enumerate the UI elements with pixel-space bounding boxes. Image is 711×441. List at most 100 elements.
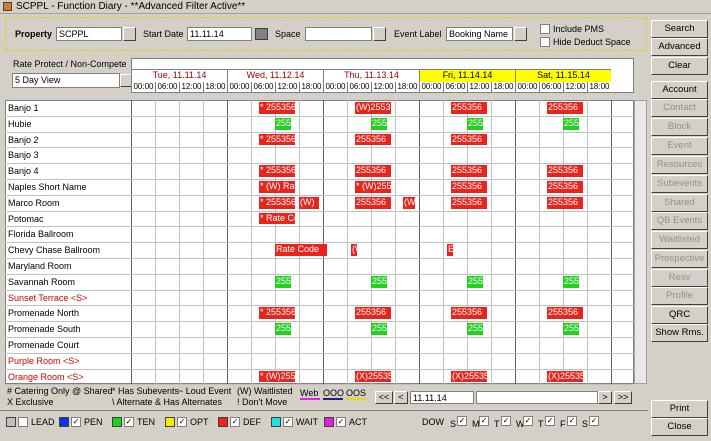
side-button[interactable]: Search: [651, 20, 708, 38]
event-block[interactable]: 255356: [451, 102, 487, 114]
event-block[interactable]: * (W)255356: [355, 181, 391, 193]
event-block[interactable]: 255: [275, 323, 291, 335]
event-block[interactable]: 255356: [451, 307, 487, 320]
grid-row-line: [5, 242, 634, 244]
dow-checkbox[interactable]: ✓: [523, 416, 533, 426]
checkbox[interactable]: [540, 24, 550, 34]
event-block[interactable]: Rate Code: [275, 244, 327, 256]
event-block[interactable]: * Rate Code: [259, 212, 295, 225]
side-button[interactable]: QRC: [651, 306, 708, 324]
event-label-field[interactable]: Booking Name: [446, 27, 513, 41]
time-label: 12:00: [179, 82, 203, 93]
event-block[interactable]: (X)255356: [547, 370, 583, 383]
event-block[interactable]: * 255356: [259, 165, 295, 177]
vertical-scrollbar[interactable]: [634, 100, 647, 385]
event-block[interactable]: 255: [275, 275, 291, 288]
dow-checkbox[interactable]: ✓: [567, 416, 577, 426]
dropdown-btn[interactable]: [123, 27, 136, 41]
event-block[interactable]: 255356: [451, 165, 487, 177]
room-name: Hubie: [8, 118, 32, 129]
legend-text: ~ Loud Event: [178, 386, 232, 396]
status-checkbox[interactable]: ✓: [283, 417, 293, 427]
dropdown-btn[interactable]: [514, 27, 527, 41]
status-checkbox[interactable]: ✓: [124, 417, 134, 427]
event-block[interactable]: 255: [275, 117, 291, 130]
event-block[interactable]: 255356: [355, 133, 391, 146]
event-block[interactable]: 255: [467, 117, 483, 130]
dow-checkbox[interactable]: ✓: [589, 416, 599, 426]
event-block[interactable]: 255356: [451, 133, 487, 146]
dow-checkbox[interactable]: ✓: [457, 416, 467, 426]
event-block[interactable]: 255: [563, 275, 579, 288]
start-date-field[interactable]: 11.11.14: [187, 27, 252, 41]
nav-prev[interactable]: <: [394, 391, 408, 404]
status-checkbox[interactable]: ✓: [177, 417, 187, 427]
legend-text: \ Alternate & Has Alternates: [112, 397, 223, 407]
space-field[interactable]: [305, 27, 372, 41]
side-button: Event: [651, 137, 708, 155]
event-block[interactable]: (W)255356: [355, 102, 391, 114]
dow-checkbox[interactable]: ✓: [545, 416, 555, 426]
side-button[interactable]: Show Rms.: [651, 324, 708, 342]
event-block[interactable]: (W): [351, 244, 357, 256]
event-block[interactable]: 255356: [451, 196, 487, 209]
status-checkbox[interactable]: ✓: [71, 417, 81, 427]
property-field[interactable]: SCPPL: [56, 27, 122, 41]
event-block[interactable]: 255: [371, 275, 387, 288]
time-label: 18:00: [203, 82, 227, 93]
side-button[interactable]: Close: [651, 418, 708, 436]
event-block[interactable]: * 255356: [259, 196, 295, 209]
event-block[interactable]: * (W)255356: [259, 370, 295, 383]
event-block[interactable]: 255: [371, 117, 387, 130]
event-block[interactable]: 255: [563, 323, 579, 335]
event-block[interactable]: E: [447, 244, 453, 256]
event-block[interactable]: * (W) Rate: [259, 181, 295, 193]
side-button[interactable]: Advanced: [651, 38, 708, 56]
side-button: Prospective: [651, 250, 708, 268]
grid-row-line: [5, 368, 634, 370]
side-button[interactable]: Account: [651, 81, 708, 99]
nav-slider[interactable]: [476, 391, 598, 404]
event-block[interactable]: 255356: [355, 307, 391, 320]
event-block[interactable]: * 255356: [259, 307, 295, 320]
status-label: PEN: [84, 417, 103, 427]
status-checkbox[interactable]: ✓: [336, 417, 346, 427]
nav-next[interactable]: >: [598, 391, 612, 404]
event-block[interactable]: 255356: [547, 165, 583, 177]
event-block[interactable]: (X)255356: [451, 370, 487, 383]
event-block[interactable]: 255: [467, 323, 483, 335]
event-block[interactable]: 255: [371, 323, 387, 335]
room-name: Marco Room: [8, 197, 60, 208]
event-block[interactable]: 255356: [547, 196, 583, 209]
nav-first[interactable]: <<: [375, 391, 393, 404]
dow-day: W: [516, 419, 525, 429]
event-block[interactable]: * 255356: [259, 133, 295, 146]
event-block[interactable]: 255356: [355, 196, 391, 209]
event-block[interactable]: 255356: [547, 102, 583, 114]
dropdown-btn[interactable]: [373, 27, 386, 41]
event-block[interactable]: 255: [467, 275, 483, 288]
side-button[interactable]: Print: [651, 400, 708, 418]
event-block[interactable]: 255356: [355, 165, 391, 177]
event-block[interactable]: 255: [563, 117, 579, 130]
event-block[interactable]: (W): [403, 196, 415, 209]
dow-checkbox[interactable]: ✓: [501, 416, 511, 426]
room-name: Maryland Room: [8, 261, 72, 271]
side-button[interactable]: Clear: [651, 57, 708, 75]
nav-date[interactable]: 11.11.14: [410, 391, 474, 404]
checkbox[interactable]: [540, 37, 550, 47]
event-block[interactable]: 255356: [451, 181, 487, 193]
time-label: 00:00: [131, 82, 155, 93]
nav-last[interactable]: >>: [614, 391, 632, 404]
calendar-btn[interactable]: [255, 28, 268, 40]
event-block[interactable]: * 255356: [259, 102, 295, 114]
status-checkbox[interactable]: [18, 417, 28, 427]
dow-label: DOW: [422, 417, 444, 427]
event-block[interactable]: (W): [299, 196, 319, 209]
view-field[interactable]: 5 Day View: [12, 73, 120, 88]
dow-checkbox[interactable]: ✓: [479, 416, 489, 426]
event-block[interactable]: 255356: [547, 307, 583, 320]
status-checkbox[interactable]: ✓: [230, 417, 240, 427]
event-block[interactable]: (X)255356: [355, 370, 391, 383]
event-block[interactable]: 255356: [547, 181, 583, 193]
